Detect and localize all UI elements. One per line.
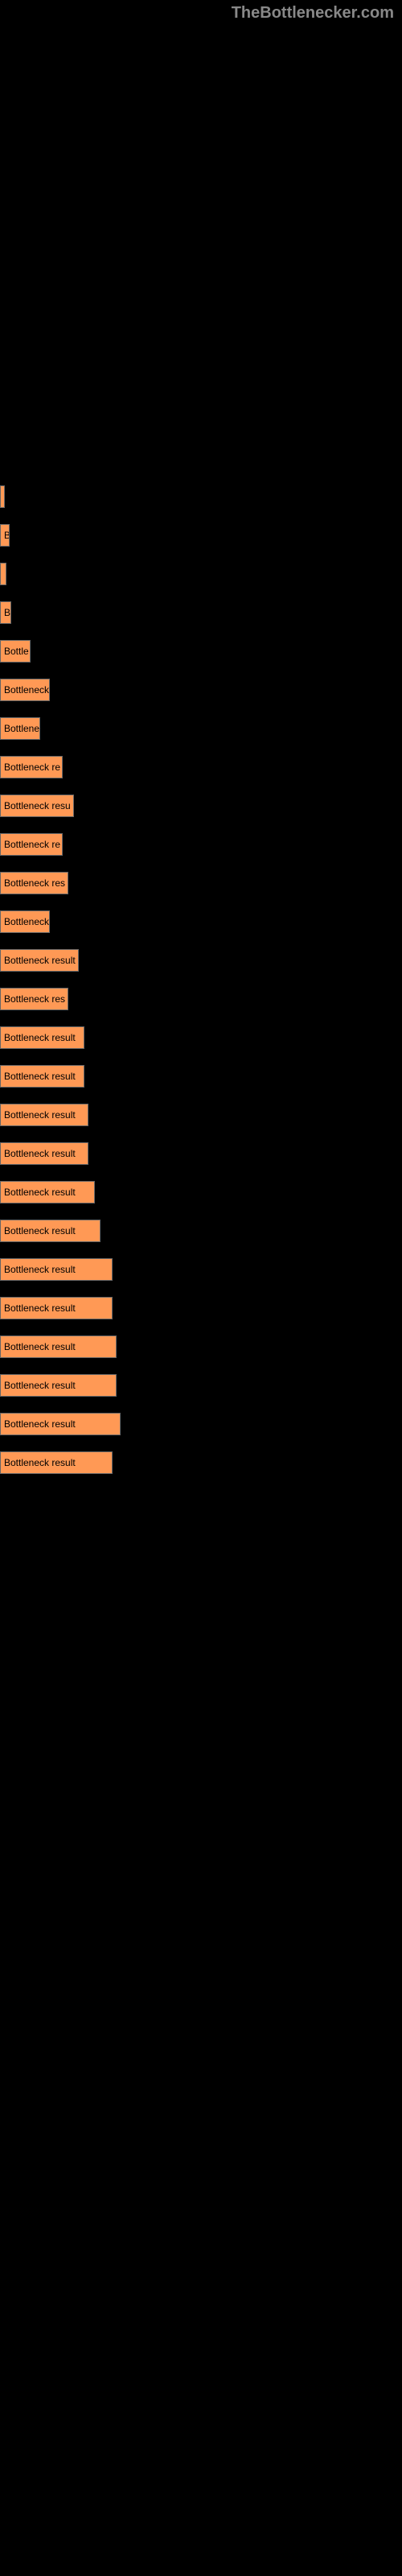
bar: Bottleneck result	[0, 1451, 113, 1474]
bar: B	[0, 601, 11, 624]
bar: Bottleneck re	[0, 756, 63, 778]
bar: Bottleneck result	[0, 1104, 88, 1126]
bar-row: Bottleneck re	[0, 756, 402, 778]
bar: Bottleneck result	[0, 1220, 100, 1242]
bar: Bottleneck result	[0, 1335, 117, 1358]
bar-row: Bottleneck result	[0, 1297, 402, 1319]
bar: Bottleneck result	[0, 1026, 84, 1049]
bar: Bottleneck res	[0, 872, 68, 894]
bar: Bottleneck result	[0, 1258, 113, 1281]
bar: B	[0, 524, 10, 547]
bar-row: B	[0, 601, 402, 624]
bar-row: Bottleneck re	[0, 833, 402, 856]
bar-row	[0, 563, 402, 585]
bar: Bottleneck result	[0, 1297, 113, 1319]
bar-row: Bottleneck result	[0, 1065, 402, 1088]
bar: Bottleneck re	[0, 833, 63, 856]
bar-row: Bottleneck result	[0, 1026, 402, 1049]
bar-row: Bottleneck resu	[0, 795, 402, 817]
bar-row: Bottleneck result	[0, 1413, 402, 1435]
bar-row: Bottlene	[0, 717, 402, 740]
bar-row: Bottleneck	[0, 910, 402, 933]
bar: Bottleneck result	[0, 1374, 117, 1397]
bar: Bottlene	[0, 717, 40, 740]
bar-row: Bottleneck res	[0, 988, 402, 1010]
bar-row	[0, 485, 402, 508]
bar-row: Bottleneck result	[0, 1374, 402, 1397]
bar: Bottleneck result	[0, 949, 79, 972]
bar	[0, 485, 5, 508]
bar-row: Bottleneck res	[0, 872, 402, 894]
bar-row: Bottle	[0, 640, 402, 663]
bar-row: Bottleneck	[0, 679, 402, 701]
bar: Bottleneck resu	[0, 795, 74, 817]
bar-row: Bottleneck result	[0, 1451, 402, 1474]
bar-row: Bottleneck result	[0, 1335, 402, 1358]
bar-row: Bottleneck result	[0, 1220, 402, 1242]
bar-row: Bottleneck result	[0, 949, 402, 972]
bar-row: Bottleneck result	[0, 1142, 402, 1165]
bar-row: Bottleneck result	[0, 1104, 402, 1126]
bar-chart: B B Bottle Bottleneck Bottlene Bottleneck re B…	[0, 0, 402, 1474]
bar: Bottleneck result	[0, 1065, 84, 1088]
bar-row: Bottleneck result	[0, 1181, 402, 1203]
bar: Bottleneck	[0, 679, 50, 701]
bar: Bottleneck res	[0, 988, 68, 1010]
bar	[0, 563, 6, 585]
watermark: TheBottlenecker.com	[232, 4, 394, 23]
bar: Bottleneck	[0, 910, 50, 933]
bar-row: B	[0, 524, 402, 547]
bar: Bottle	[0, 640, 31, 663]
bar: Bottleneck result	[0, 1413, 121, 1435]
bar-row: Bottleneck result	[0, 1258, 402, 1281]
bar: Bottleneck result	[0, 1142, 88, 1165]
bar: Bottleneck result	[0, 1181, 95, 1203]
